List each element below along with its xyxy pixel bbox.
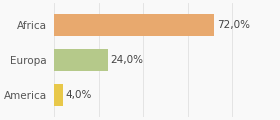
Text: 24,0%: 24,0% (110, 55, 143, 65)
Bar (54, 49, 108, 71)
Text: 4,0%: 4,0% (66, 90, 92, 100)
Bar (54, 84, 63, 106)
Bar (54, 14, 214, 36)
Text: 72,0%: 72,0% (217, 20, 250, 30)
